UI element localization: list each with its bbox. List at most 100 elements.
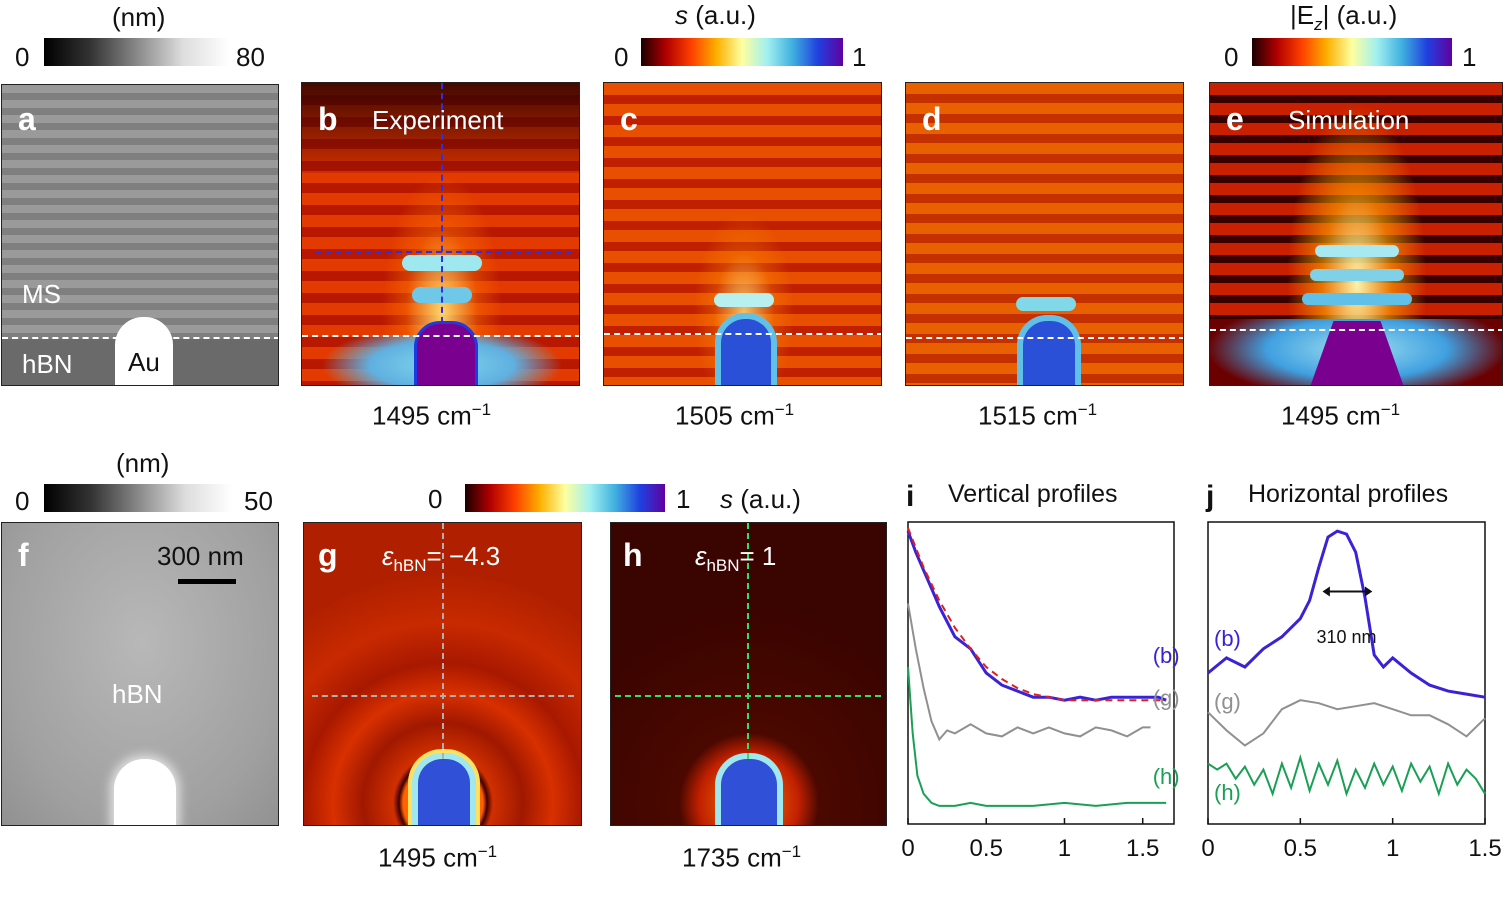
chart-j-xtick-label-0: 0 — [1201, 835, 1214, 862]
colorbar-gh-min: 0 — [428, 484, 443, 514]
panel-e-title: Simulation — [1288, 105, 1410, 135]
chart-i-series-3 — [907, 666, 1167, 807]
colorbar-f-max: 50 — [244, 486, 273, 516]
panel-b-au-disk — [414, 321, 478, 385]
chart-j-letter: j — [1205, 480, 1214, 513]
chart-j-xtick-label-2: 1 — [1386, 835, 1399, 862]
panel-b-vert-dash — [441, 83, 443, 323]
panel-d-letter: d — [922, 101, 942, 137]
panel-c-map: c — [603, 82, 882, 386]
panel-f-scale-bar — [178, 579, 236, 584]
panel-a-letter: a — [18, 101, 36, 137]
panel-b-caption: 1495 cm−1 — [372, 400, 492, 431]
colorbar-gh-max: 1 — [676, 484, 691, 514]
panel-g-map: g εhBN= −4.3 — [303, 522, 582, 826]
chart-i-series-label-2: (h) — [1153, 764, 1180, 789]
panel-a-topography: a MS hBN Au — [1, 84, 279, 386]
chart-i-frame — [907, 521, 1175, 825]
panel-h-caption: 1735 cm−1 — [682, 842, 802, 873]
chart-j-series-label-2: (h) — [1214, 780, 1241, 805]
panel-h-map: h εhBN= 1 — [610, 522, 887, 826]
panel-b-experiment-map: b Experiment — [301, 82, 580, 386]
chart-j-series-0 — [1207, 529, 1486, 699]
panel-e-letter: e — [1226, 101, 1244, 137]
colorbar-f-min: 0 — [15, 486, 30, 516]
panel-h-vert-dash — [747, 523, 749, 759]
panel-g-epsilon-label: εhBN= −4.3 — [382, 541, 501, 576]
chart-i-series-2 — [907, 603, 1151, 742]
panel-a-ms-label: MS — [22, 279, 61, 309]
colorbar-a-max: 80 — [236, 42, 265, 72]
colorbar-ez-max: 1 — [1462, 42, 1477, 72]
colorbar-ez-gradient — [1252, 38, 1452, 66]
panel-d-caption: 1515 cm−1 — [978, 400, 1098, 431]
panel-h-horiz-dash — [615, 695, 881, 697]
chart-i-series-1 — [907, 527, 1167, 702]
panel-d-fringe — [1016, 297, 1076, 311]
panel-f-hbn-label: hBN — [112, 679, 163, 709]
chart-i-letter: i — [906, 480, 914, 513]
panel-g-horiz-dash — [312, 695, 574, 697]
panel-e-white-dash — [1210, 329, 1502, 331]
chart-i-title: Vertical profiles — [948, 480, 1118, 508]
panel-f-topography: f 300 nm hBN — [1, 522, 279, 826]
chart-j-fwhm-arrow-left — [1322, 586, 1330, 597]
panel-a-au-disk — [115, 317, 173, 385]
panel-e-fringe-1 — [1315, 245, 1399, 257]
colorbar-a-gradient — [44, 38, 229, 66]
panel-e-fringe-3 — [1302, 293, 1412, 305]
colorbar-f-gradient — [44, 484, 232, 512]
panel-c-au-disk — [721, 319, 771, 385]
panel-e-caption: 1495 cm−1 — [1281, 400, 1401, 431]
colorbar-ez-title: |Ez| (a.u.) — [1290, 0, 1398, 35]
colorbar-gh-title: s (a.u.) — [720, 484, 801, 514]
chart-j-series-1 — [1207, 699, 1486, 747]
panel-d-map: d — [905, 82, 1184, 386]
chart-j-annotation: 310 nm — [1316, 627, 1376, 647]
colorbar-f-unit: (nm) — [116, 448, 170, 478]
panel-g-caption: 1495 cm−1 — [378, 842, 498, 873]
colorbar-s-max: 1 — [852, 42, 867, 72]
panel-f-scale-label: 300 nm — [157, 541, 244, 571]
chart-i-xtick-label-3: 1.5 — [1126, 835, 1159, 862]
colorbar-a-min: 0 — [15, 42, 30, 72]
chart-i-xtick-label-0: 0 — [901, 835, 914, 862]
chart-i-series-0 — [906, 530, 1167, 702]
chart-i-xtick-label-2: 1 — [1058, 835, 1071, 862]
panel-h-epsilon-label: εhBN= 1 — [695, 541, 777, 576]
colorbar-s-gradient — [641, 38, 843, 66]
colorbar-ez-min: 0 — [1224, 42, 1239, 72]
chart-i-series-label-0: (b) — [1153, 643, 1180, 668]
chart-j-series-label-0: (b) — [1214, 626, 1241, 651]
panel-a-dash-line — [2, 337, 278, 339]
panel-a-au-label: Au — [128, 347, 160, 377]
panel-g-vert-dash — [442, 523, 444, 759]
colorbar-s-title: s (a.u.) — [675, 0, 756, 30]
chart-j-fwhm-arrow-right — [1364, 586, 1373, 597]
chart-j-series-2 — [1207, 754, 1486, 798]
panel-c-letter: c — [620, 101, 638, 137]
panel-b-letter: b — [318, 101, 338, 137]
panel-b-horiz-dash — [316, 251, 572, 253]
panel-c-white-dash — [604, 333, 881, 335]
colorbar-gh-gradient — [465, 484, 665, 512]
colorbar-s-min: 0 — [614, 42, 629, 72]
panel-e-simulation-map: e Simulation — [1209, 82, 1503, 386]
panel-b-white-dash — [302, 335, 579, 337]
panel-g-letter: g — [318, 537, 338, 573]
colorbar-a-unit: (nm) — [112, 2, 166, 32]
panel-h-au-disk — [721, 759, 777, 825]
panel-b-title: Experiment — [372, 105, 504, 135]
panel-c-caption: 1505 cm−1 — [675, 400, 795, 431]
panel-g-au-disk — [418, 759, 470, 825]
chart-j-xtick-label-3: 1.5 — [1468, 835, 1501, 862]
panel-f-au-disk — [114, 759, 176, 825]
panel-f-letter: f — [18, 537, 29, 573]
panel-h-letter: h — [623, 537, 643, 573]
panel-d-au-disk — [1023, 321, 1075, 385]
chart-i-series-label-1: (g) — [1153, 685, 1180, 710]
panel-b-dark-top — [302, 83, 579, 173]
panel-e-fringe-2 — [1310, 269, 1404, 281]
